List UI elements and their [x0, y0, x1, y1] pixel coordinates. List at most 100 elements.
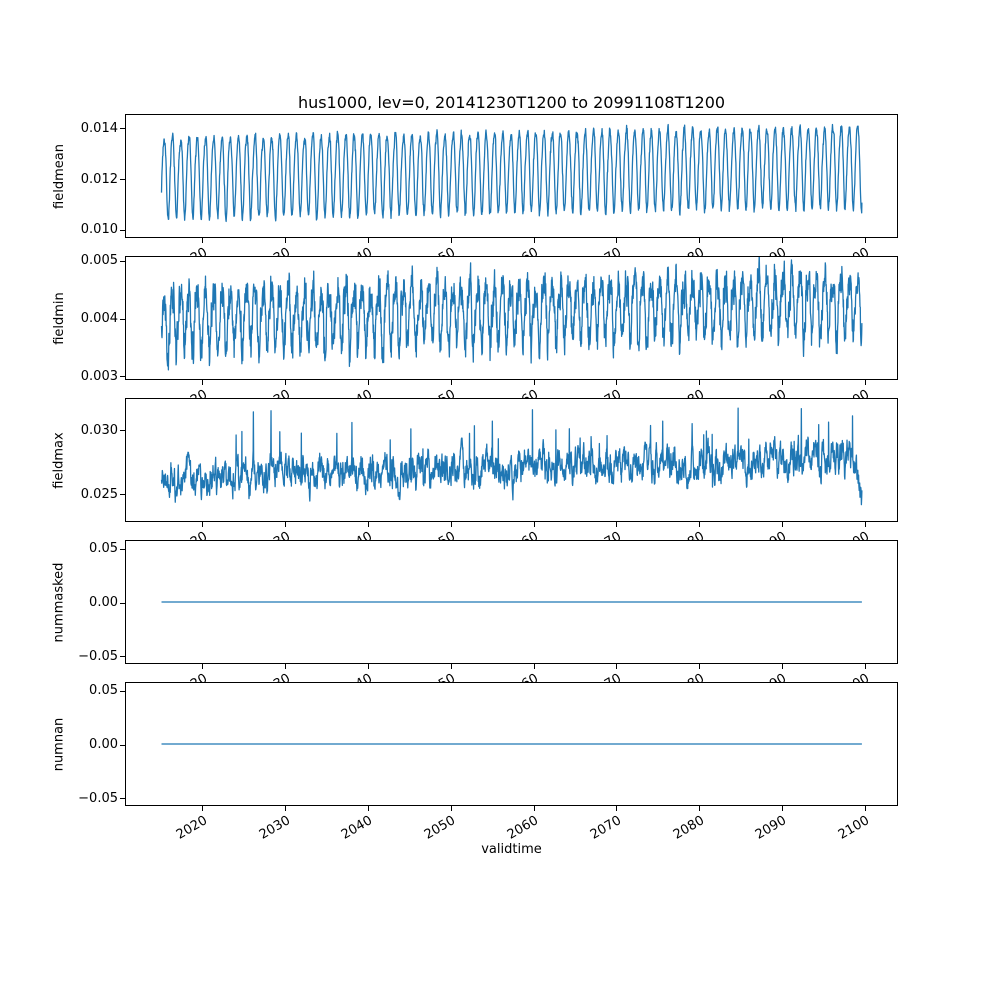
x-axis-label: validtime: [481, 842, 542, 857]
x-tick: [202, 664, 204, 669]
x-tick: [285, 238, 287, 243]
tick-layer: 0.0030.0040.0052020203020402050206020702…: [81, 253, 897, 417]
x-tick: [285, 522, 287, 527]
y-tick: [120, 798, 125, 800]
line-series-fieldmax: [160, 407, 863, 506]
x-tick: [616, 380, 618, 385]
tick-layer: 0.0100.0120.0142020203020402050206020702…: [81, 115, 897, 275]
x-tick-label: 2040: [339, 813, 376, 843]
x-tick: [367, 806, 369, 811]
y-tick: [120, 260, 125, 262]
y-tick-label: 0.025: [80, 486, 118, 502]
line-series-fieldmean: [160, 123, 863, 223]
x-tick: [202, 522, 204, 527]
x-tick: [864, 664, 866, 669]
x-tick: [285, 380, 287, 385]
y-tick-label: 0.05: [89, 541, 118, 557]
x-tick: [616, 522, 618, 527]
x-tick: [699, 522, 701, 527]
x-tick: [864, 380, 866, 385]
line-series-nummasked: [161, 601, 862, 603]
x-tick: [533, 380, 535, 385]
x-tick: [202, 238, 204, 243]
x-tick-label: 2100: [835, 813, 873, 843]
x-tick-label: 2020: [173, 813, 210, 843]
subplot-fieldmin: fieldmin 0.0030.0040.0052020203020402050…: [52, 253, 898, 417]
x-tick: [781, 806, 783, 811]
y-tick-label: −0.05: [78, 790, 118, 806]
y-tick-label: −0.05: [78, 648, 118, 664]
subplot-fieldmean: fieldmean 0.0100.0120.014202020302040205…: [52, 114, 898, 275]
x-tick: [781, 522, 783, 527]
x-tick: [367, 380, 369, 385]
x-tick: [285, 664, 287, 669]
line-series-fieldmin: [160, 257, 863, 371]
x-tick-label: 2070: [587, 813, 624, 843]
y-tick-label: 0.00: [89, 595, 118, 610]
chart-title: hus1000, lev=0, 20141230T1200 to 2099110…: [297, 93, 726, 112]
y-tick-label: 0.003: [80, 368, 118, 384]
x-tick-label: 2060: [504, 813, 542, 843]
y-tick: [120, 376, 125, 378]
tick-layer: −0.05 0.00 0.05 2020 2030 2040 2050 2060 2070 208…: [78, 683, 897, 843]
y-tick: [120, 318, 125, 320]
y-tick: [120, 494, 125, 496]
y-tick: [120, 690, 125, 692]
x-tick-label: 2050: [422, 813, 459, 843]
y-tick: [120, 602, 125, 604]
x-tick: [781, 238, 783, 243]
y-tick-label: 0.012: [80, 171, 118, 187]
x-tick-label: 2030: [256, 813, 293, 843]
x-tick: [699, 380, 701, 385]
x-tick: [533, 522, 535, 527]
x-tick: [202, 380, 204, 385]
tick-layer: −0.050.000.05202020302040205020602070208…: [78, 541, 897, 701]
y-axis-label: fieldmax: [51, 431, 67, 489]
x-tick: [533, 806, 535, 811]
x-tick: [616, 664, 618, 669]
x-tick: [367, 522, 369, 527]
subplot-nummasked: nummasked −0.050.000.0520202030204020502…: [52, 540, 898, 701]
x-tick: [450, 664, 452, 669]
x-tick: [450, 380, 452, 385]
x-tick: [450, 522, 452, 527]
x-tick: [864, 522, 866, 527]
y-tick-label: 0.004: [80, 311, 118, 326]
x-tick: [533, 664, 535, 669]
y-tick-label: 0.005: [80, 253, 118, 269]
y-tick-label: 0.014: [80, 120, 118, 136]
y-tick: [120, 229, 125, 231]
x-tick: [533, 238, 535, 243]
y-tick-label: 0.010: [80, 222, 118, 238]
x-tick: [450, 806, 452, 811]
y-tick: [120, 656, 125, 658]
x-tick: [616, 238, 618, 243]
x-tick: [450, 238, 452, 243]
x-tick-label: 2080: [670, 813, 707, 843]
x-tick: [699, 238, 701, 243]
subplot-numnan: numnan −0.05 0.00 0.05 2020 2030 2040 2050 2060…: [52, 682, 898, 843]
x-tick: [367, 238, 369, 243]
x-tick: [285, 806, 287, 811]
x-tick: [367, 664, 369, 669]
y-tick-label: 0.05: [89, 683, 118, 699]
y-tick-label: 0.030: [80, 422, 118, 438]
x-tick: [864, 806, 866, 811]
y-tick: [120, 128, 125, 130]
x-tick: [781, 380, 783, 385]
y-tick: [120, 744, 125, 746]
x-tick: [864, 238, 866, 243]
y-tick: [120, 548, 125, 550]
x-tick: [616, 806, 618, 811]
x-tick: [781, 664, 783, 669]
y-tick: [120, 179, 125, 181]
x-tick-label: 2090: [753, 813, 790, 843]
y-tick: [120, 430, 125, 432]
x-tick: [699, 664, 701, 669]
subplot-fieldmax: fieldmax 0.0250.030202020302040205020602…: [52, 398, 898, 559]
x-tick: [699, 806, 701, 811]
y-axis-label-wrap: fieldmax: [46, 399, 72, 521]
y-tick-label: 0.00: [89, 737, 118, 752]
tick-layer: 0.0250.030202020302040205020602070208020…: [81, 399, 897, 559]
